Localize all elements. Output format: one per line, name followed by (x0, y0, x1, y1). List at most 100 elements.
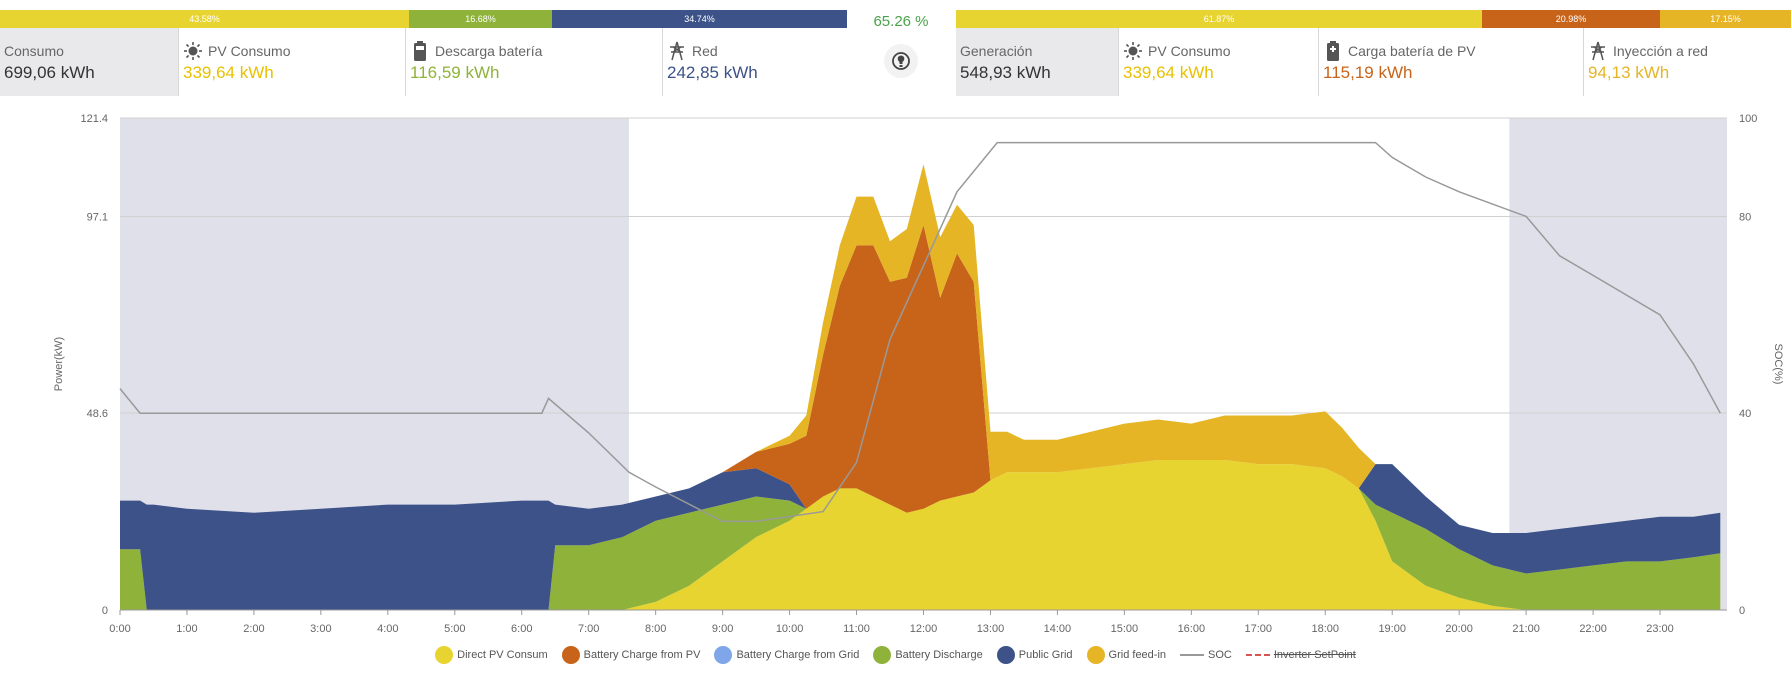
consumption-bar: 43.58% 16.68% 34.74% (0, 10, 847, 28)
y-left-tick-label: 97.1 (87, 211, 108, 223)
legend-swatch (873, 646, 892, 664)
legend-item[interactable]: Direct PV Consum (435, 646, 548, 664)
y-left-tick-label: 48.6 (87, 408, 108, 420)
generation-feedin-segment: 17.15% (1660, 10, 1791, 28)
y-right-axis-title: SOC(%) (1772, 344, 1784, 385)
power-chart[interactable]: 0 48.6 97.1 121.4 0 40 80 100 0:00 1:00 2:00 3:00 4:… (0, 110, 1791, 640)
legend-label: Battery Charge from Grid (736, 649, 860, 661)
x-tick-label: 13:00 (977, 623, 1005, 635)
gen-pv-consumo-value: 339,64 kWh (1123, 63, 1214, 82)
legend-item[interactable]: Battery Charge from Grid (714, 646, 859, 664)
x-tick-label: 14:00 (1044, 623, 1072, 635)
self-sufficiency-value: 65.26 % (873, 13, 929, 30)
battery-icon (1323, 41, 1343, 61)
x-tick-label: 4:00 (377, 623, 398, 635)
battery-icon (410, 41, 430, 61)
legend-label: SOC (1208, 649, 1232, 661)
red-card[interactable]: Red 242,85 kWh (662, 28, 852, 96)
y-left-tick-label: 121.4 (80, 113, 108, 125)
carga-bateria-card[interactable]: Carga batería de PV 115,19 kWh (1318, 28, 1583, 96)
generation-total-card[interactable]: Generación 548,93 kWh (956, 28, 1118, 96)
grid-tower-icon (1588, 41, 1608, 61)
inyeccion-red-value: 94,13 kWh (1588, 63, 1670, 82)
legend-label: Grid feed-in (1108, 649, 1167, 661)
legend-item[interactable]: Battery Charge from PV (561, 646, 700, 664)
consumption-total-card[interactable]: Consumo 699,06 kWh (0, 28, 178, 96)
legend-swatch (996, 646, 1015, 664)
descarga-bateria-label: Descarga batería (435, 43, 543, 59)
series-area-battery-discharge[interactable] (120, 460, 1721, 610)
legend-item[interactable]: Public Grid (996, 646, 1073, 664)
gen-pv-consumo-card[interactable]: PV Consumo 339,64 kWh (1118, 28, 1318, 96)
generation-stats: Generación 548,93 kWh PV Consumo 339,64 … (956, 28, 1791, 96)
y-right-tick-label: 80 (1739, 211, 1751, 223)
generation-pv-segment: 61.87% (956, 10, 1482, 28)
x-tick-label: 21:00 (1512, 623, 1540, 635)
x-tick-label: 2:00 (243, 623, 264, 635)
x-tick-label: 10:00 (776, 623, 804, 635)
y-right-tick-label: 0 (1739, 605, 1745, 617)
pv-consumo-card[interactable]: PV Consumo 339,64 kWh (178, 28, 405, 96)
legend-dash-swatch (1245, 654, 1270, 656)
legend-label: Direct PV Consum (457, 649, 548, 661)
consumption-stats: Consumo 699,06 kWh PV Consumo 339,64 kWh… (0, 28, 852, 96)
series-area-direct-pv-consum[interactable] (120, 460, 1721, 610)
legend-line-swatch (1180, 654, 1205, 656)
pv-consumo-value: 339,64 kWh (183, 63, 274, 82)
x-tick-label: 16:00 (1178, 623, 1206, 635)
series-area-grid-feed-in[interactable] (120, 164, 1721, 533)
x-tick-label: 20:00 (1445, 623, 1473, 635)
gen-pv-consumo-label: PV Consumo (1148, 43, 1231, 59)
consumption-total-value: 699,06 kWh (4, 63, 95, 82)
pv-consumo-label: PV Consumo (208, 43, 291, 59)
consumption-pv-segment: 43.58% (0, 10, 409, 28)
self-sufficiency: 65.26 % (862, 10, 940, 96)
x-tick-label: 12:00 (910, 623, 938, 635)
x-tick-label: 8:00 (645, 623, 666, 635)
x-tick-label: 18:00 (1311, 623, 1339, 635)
carga-bateria-label: Carga batería de PV (1348, 43, 1476, 59)
x-tick-label: 19:00 (1378, 623, 1406, 635)
grid-tower-icon (667, 41, 687, 61)
consumption-total-label: Consumo (4, 43, 64, 59)
y-left-axis-title: Power(kW) (53, 337, 65, 391)
inyeccion-red-label: Inyección a red (1613, 43, 1708, 59)
x-tick-label: 23:00 (1646, 623, 1674, 635)
x-tick-label: 7:00 (578, 623, 599, 635)
x-tick-label: 1:00 (176, 623, 197, 635)
legend-label: Public Grid (1018, 649, 1073, 661)
x-tick-label: 9:00 (712, 623, 733, 635)
generation-bar: 61.87% 20.98% 17.15% (956, 10, 1791, 28)
legend-item[interactable]: Battery Discharge (873, 646, 983, 664)
x-tick-label: 0:00 (109, 623, 130, 635)
y-right-tick-label: 40 (1739, 408, 1751, 420)
legend-item[interactable]: SOC (1180, 646, 1232, 664)
sun-icon (183, 41, 203, 61)
legend-label: Inverter SetPoint (1273, 649, 1356, 661)
consumption-battery-segment: 16.68% (409, 10, 552, 28)
legend-item[interactable]: Grid feed-in (1086, 646, 1167, 664)
generation-battery-segment: 20.98% (1482, 10, 1660, 28)
legend-swatch (435, 646, 454, 664)
x-tick-label: 6:00 (511, 623, 532, 635)
y-right-tick-label: 100 (1739, 113, 1757, 125)
x-tick-label: 22:00 (1579, 623, 1607, 635)
legend-item[interactable]: Inverter SetPoint (1245, 646, 1356, 664)
x-tick-label: 3:00 (310, 623, 331, 635)
series-area-public-grid[interactable] (120, 460, 1721, 610)
carga-bateria-value: 115,19 kWh (1323, 63, 1413, 82)
legend-swatch (561, 646, 580, 664)
x-tick-label: 17:00 (1245, 623, 1273, 635)
descarga-bateria-card[interactable]: Descarga batería 116,59 kWh (405, 28, 662, 96)
chart-legend: Direct PV Consum Battery Charge from PV Ba… (0, 646, 1791, 664)
soc-line[interactable] (119, 141, 1721, 523)
legend-swatch (714, 646, 733, 664)
x-tick-label: 5:00 (444, 623, 465, 635)
bulb-icon (884, 44, 918, 78)
red-label: Red (692, 43, 718, 59)
descarga-bateria-value: 116,59 kWh (410, 63, 500, 82)
generation-total-label: Generación (960, 43, 1033, 59)
series-area-battery-charge-from-pv[interactable] (120, 225, 1721, 533)
inyeccion-red-card[interactable]: Inyección a red 94,13 kWh (1583, 28, 1791, 96)
legend-label: Battery Discharge (895, 649, 983, 661)
